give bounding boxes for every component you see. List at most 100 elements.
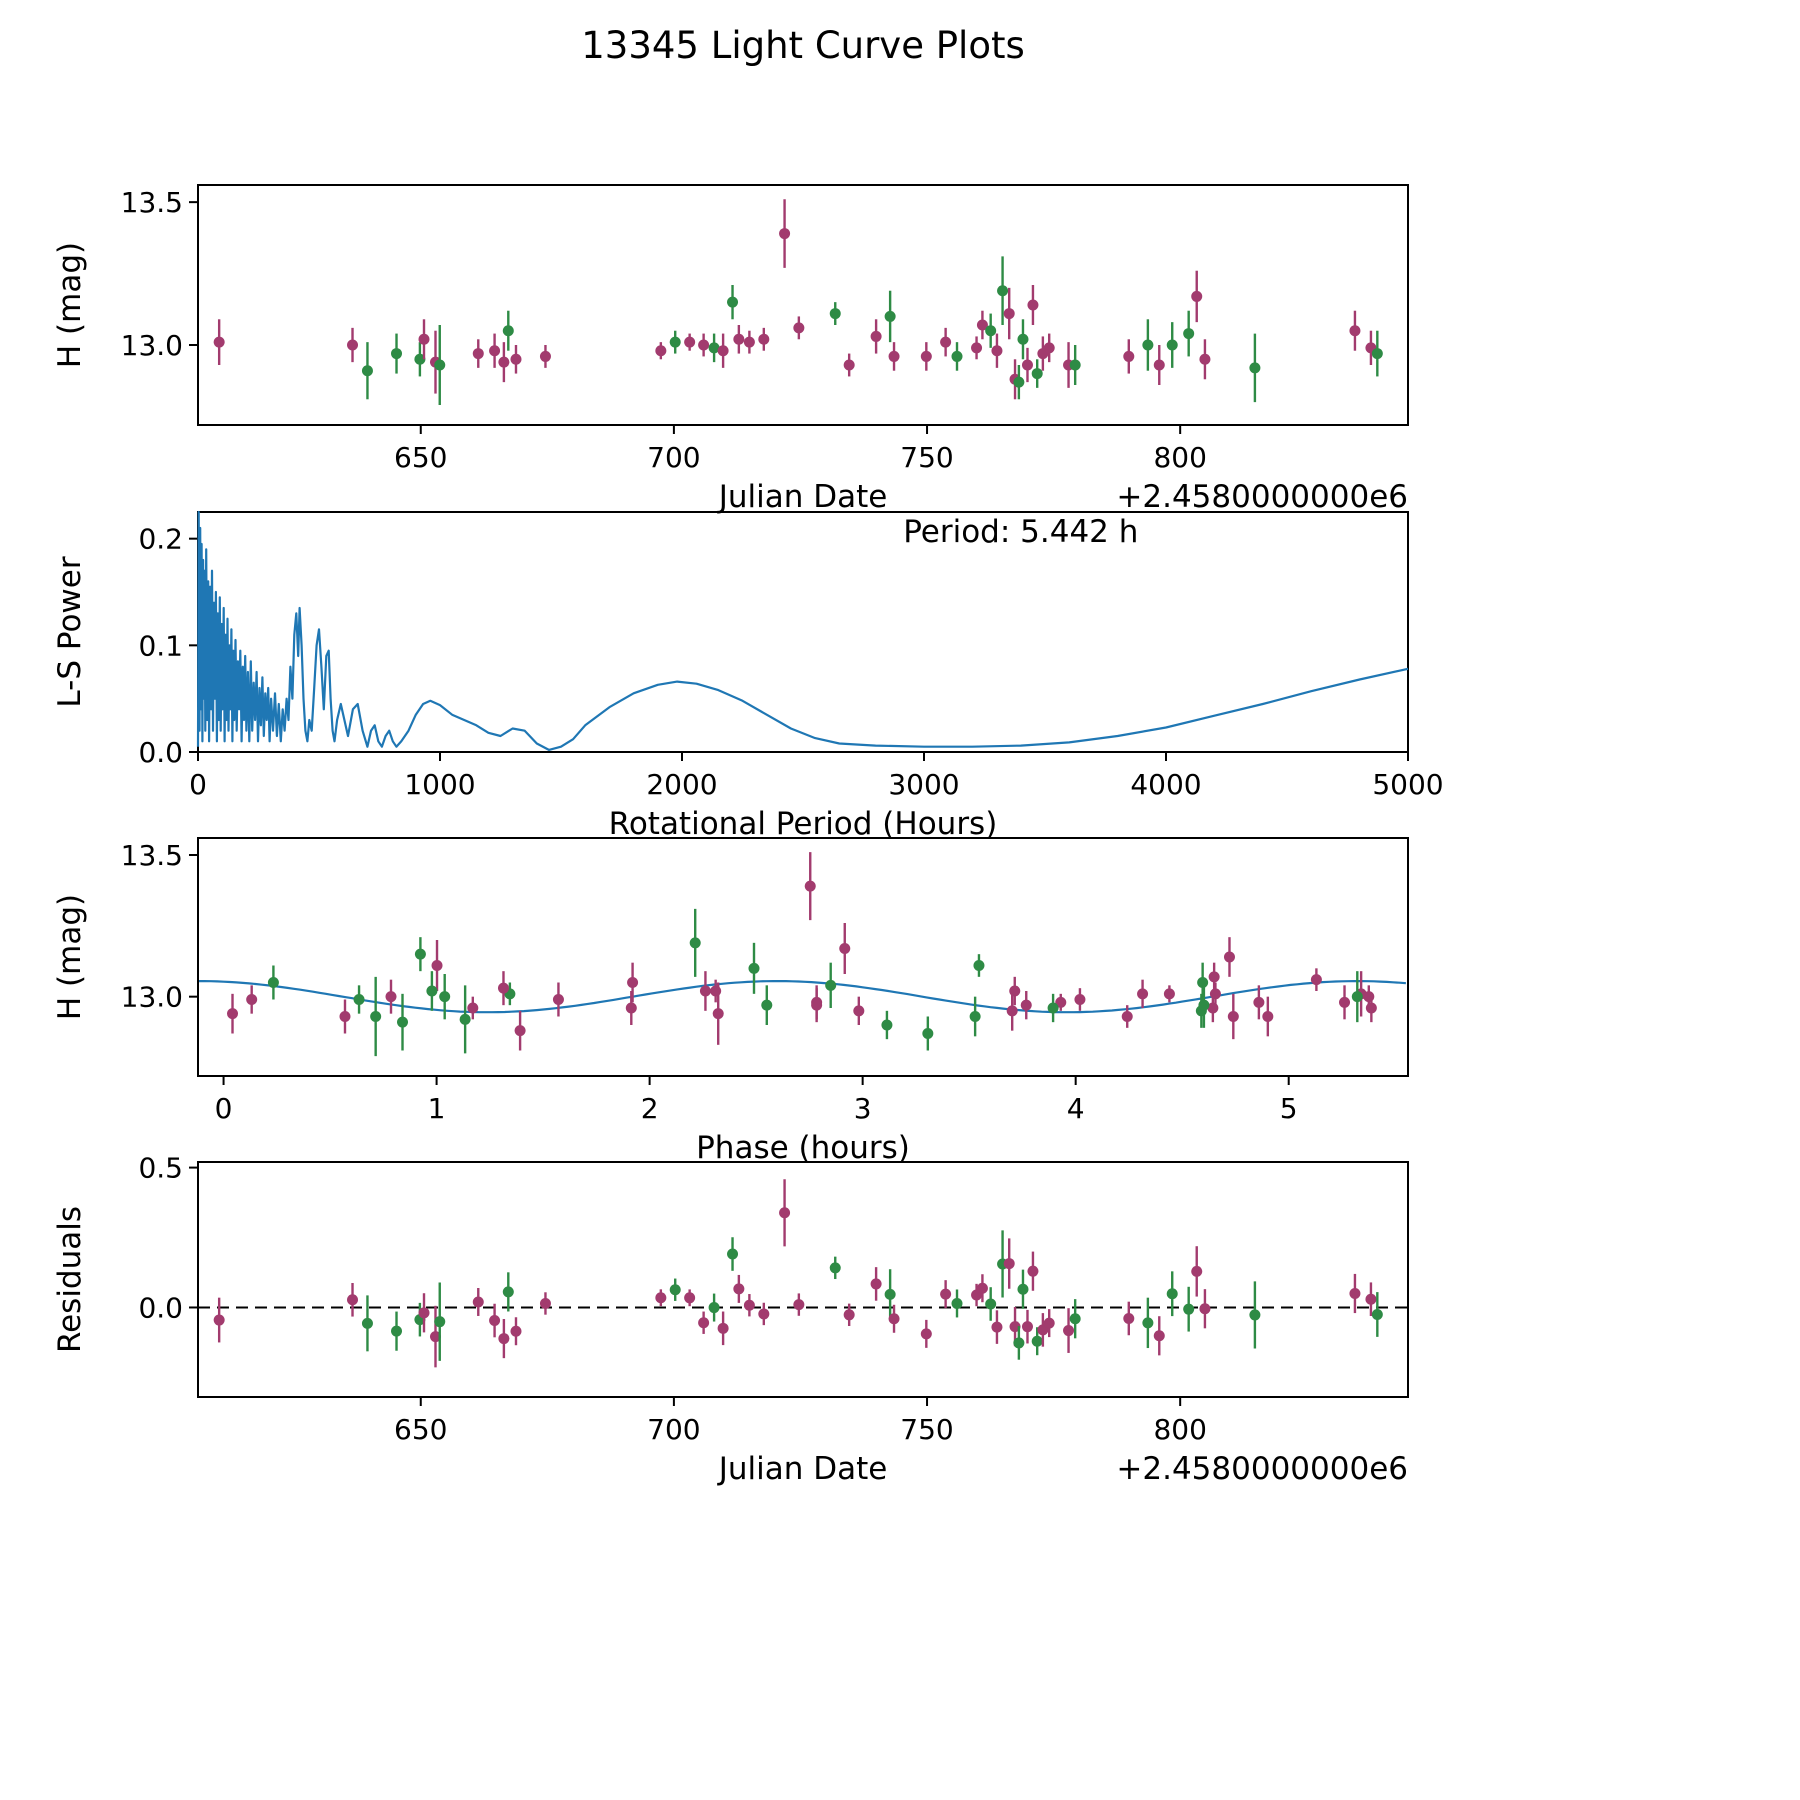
observation-point [1055, 996, 1067, 1008]
observation-point [689, 937, 701, 949]
observation-point [1069, 359, 1081, 371]
residuals-panel: 650 700 750 800 0.0 0.5 Julian Date +2.45800000… [52, 1152, 1409, 1487]
observation-point [1365, 1002, 1377, 1014]
observation-point [1153, 1330, 1165, 1342]
observation-point [1365, 1293, 1377, 1305]
observation-point [385, 991, 397, 1003]
observation-point [1013, 1337, 1025, 1349]
x-tick-label: 4000 [1130, 768, 1201, 801]
observation-point [733, 333, 745, 345]
period-annotation: Period: 5.442 h [903, 514, 1138, 550]
observation-point [951, 350, 963, 362]
x-tick-label: 2 [641, 1092, 659, 1125]
observation-point [489, 1315, 501, 1327]
periodogram-line [196, 510, 1409, 752]
observation-point [1371, 1308, 1383, 1320]
y-tick-label: 0.0 [138, 736, 183, 769]
observation-point [669, 1284, 681, 1296]
observation-point [1021, 1321, 1033, 1333]
x-tick-label: 0 [215, 1092, 233, 1125]
observation-point [1017, 1283, 1029, 1295]
observation-point [498, 1333, 510, 1345]
y-tick-label: 13.5 [121, 839, 183, 872]
observation-point [1249, 362, 1261, 374]
observation-point [655, 1292, 667, 1304]
observation-point [1191, 290, 1203, 302]
observation-point [969, 1011, 981, 1022]
observation-point [1137, 988, 1149, 1000]
observation-point [761, 999, 773, 1011]
observation-point [1363, 991, 1375, 1003]
x-axis-label: Julian Date [717, 1451, 888, 1487]
observation-point [1349, 1287, 1361, 1299]
y-tick-label: 13.5 [121, 186, 183, 219]
observation-point [1249, 1309, 1261, 1321]
observation-point [1031, 1335, 1043, 1347]
axes-spines [197, 511, 1409, 753]
observation-point [779, 228, 791, 240]
y-tick-label: 13.0 [121, 981, 183, 1014]
observation-point [510, 353, 522, 365]
y-tick-label: 0.1 [138, 629, 183, 662]
observation-point [1063, 1325, 1075, 1337]
observation-point [353, 994, 365, 1005]
observation-point [973, 960, 985, 971]
y-tick-label: 0.2 [138, 523, 183, 556]
x-axis-offset-label: +2.4580000000e6 [1116, 479, 1408, 515]
observation-point [397, 1016, 409, 1028]
y-axis-label: H (mag) [52, 894, 88, 1020]
x-tick-label: 650 [394, 441, 447, 474]
observation-point [1253, 996, 1265, 1008]
observation-point [717, 345, 729, 357]
x-tick-label: 750 [900, 1413, 953, 1446]
observation-point [698, 339, 710, 351]
observation-point [1009, 985, 1021, 997]
axes-spines [197, 184, 1409, 426]
observation-point [339, 1011, 351, 1022]
observation-point [1209, 988, 1221, 1000]
observation-point [710, 985, 722, 997]
observation-point [825, 979, 837, 991]
observation-point [976, 1282, 988, 1294]
observation-point [1227, 1011, 1239, 1022]
y-axis-label: L-S Power [52, 556, 88, 707]
axes-spines [197, 1161, 1409, 1398]
observation-point [246, 994, 258, 1005]
observation-point [884, 310, 896, 322]
observation-point [793, 1299, 805, 1311]
x-tick-label: 5 [1280, 1092, 1298, 1125]
observation-point [1371, 348, 1383, 360]
observation-point [758, 333, 770, 345]
observation-point [743, 336, 755, 348]
observation-point [391, 348, 403, 360]
x-axis-label: Rotational Period (Hours) [609, 806, 998, 842]
axes-spines [197, 837, 1409, 1077]
x-tick-label: 4 [1067, 1092, 1085, 1125]
x-tick-label: 0 [189, 768, 207, 801]
observation-point [1123, 1312, 1135, 1324]
observation-point [1013, 376, 1025, 388]
observation-point [1069, 1313, 1081, 1325]
observation-point [467, 1002, 479, 1014]
y-tick-label: 13.0 [121, 329, 183, 362]
x-tick-label: 800 [1153, 1413, 1206, 1446]
observation-point [625, 1002, 637, 1014]
observation-point [712, 1008, 724, 1020]
observation-point [1142, 339, 1154, 351]
observation-point [1121, 1011, 1133, 1022]
observation-point [498, 356, 510, 368]
observation-point [727, 1248, 739, 1260]
observation-point [951, 1297, 963, 1309]
observation-point [985, 325, 997, 337]
observation-point [426, 985, 438, 997]
x-tick-label: 700 [647, 1413, 700, 1446]
observation-point [793, 322, 805, 334]
observation-point [1027, 299, 1039, 311]
observation-point [758, 1308, 770, 1320]
observation-point [1043, 342, 1055, 354]
observation-point [1142, 1317, 1154, 1329]
observation-point [414, 948, 426, 960]
observation-point [1198, 999, 1210, 1011]
observation-point [1047, 1002, 1059, 1014]
